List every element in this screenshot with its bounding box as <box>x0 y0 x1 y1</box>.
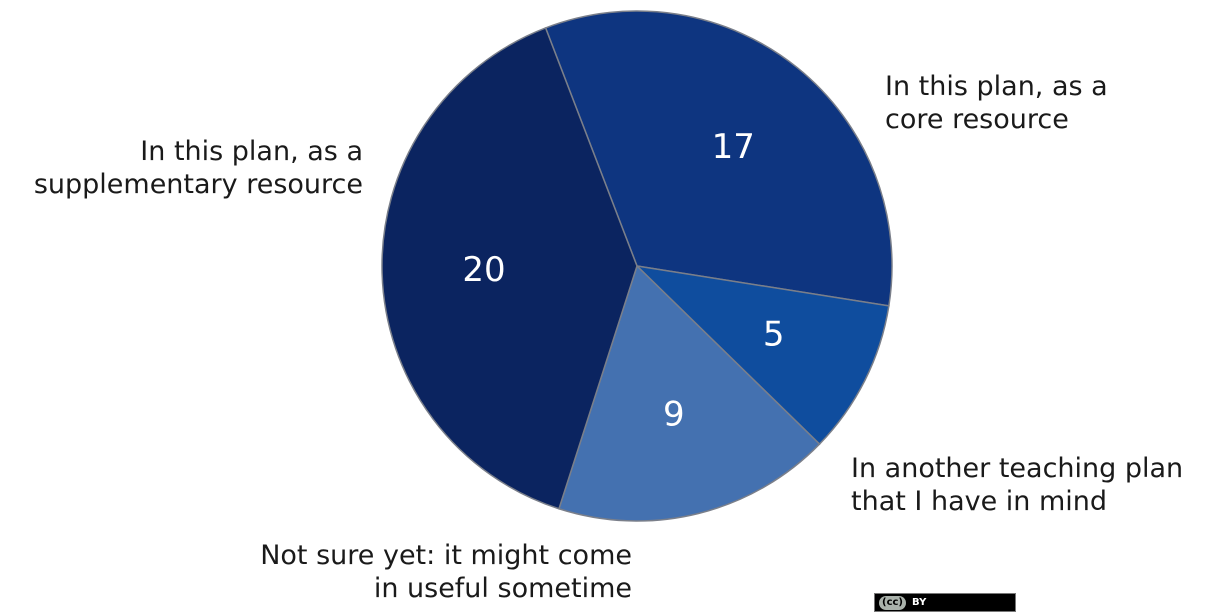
by-label: BY <box>912 597 927 608</box>
slice-value-label-1: 5 <box>763 315 785 355</box>
slice-label-not-sure: Not sure yet: it might come in useful so… <box>260 540 632 604</box>
pie-slice-1 <box>634 264 890 446</box>
cc-by-license-badge: (cc) BY <box>874 593 1016 612</box>
pie-slice-2 <box>558 264 821 522</box>
slice-label-supplementary-resource: In this plan, as a supplementary resourc… <box>33 136 363 200</box>
slice-value-label-2: 9 <box>663 394 685 434</box>
cc-logo: (cc) <box>879 595 906 610</box>
slice-value-label-0: 17 <box>712 127 755 167</box>
pie-slice-0 <box>544 10 893 307</box>
slice-label-another-plan: In another teaching plan that I have in … <box>851 453 1184 517</box>
slice-label-core-resource: In this plan, as a core resource <box>885 71 1108 135</box>
pie-slice-3 <box>381 26 638 510</box>
slice-value-label-3: 20 <box>462 250 505 290</box>
